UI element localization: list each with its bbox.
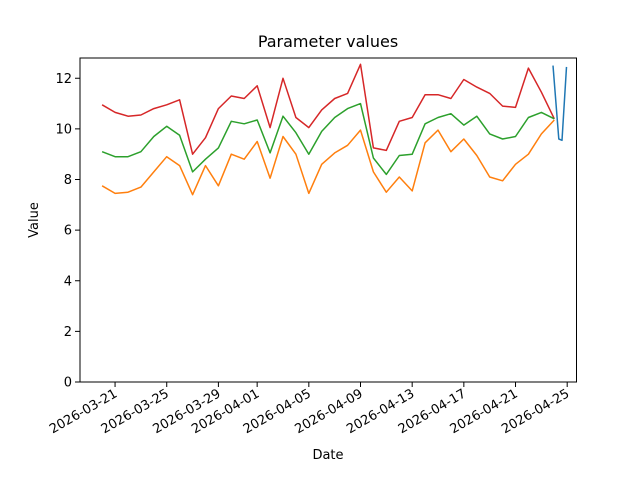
y-tick-label: 2	[64, 325, 72, 340]
y-axis-label: Value	[27, 202, 42, 238]
y-tick-label: 8	[64, 173, 72, 188]
y-tick-label: 6	[64, 224, 72, 239]
y-tick-label: 0	[64, 376, 72, 391]
y-tick-label: 4	[64, 274, 72, 289]
y-tick-label: 10	[55, 122, 72, 137]
x-axis-label: Date	[312, 448, 343, 463]
y-tick-label: 12	[55, 72, 72, 87]
series-red-line	[101, 63, 555, 155]
chart-title: Parameter values	[258, 32, 398, 51]
series-blue-line	[552, 65, 568, 142]
series-orange-line	[101, 119, 555, 196]
plot-area	[79, 57, 577, 383]
series-green-line	[101, 102, 555, 176]
